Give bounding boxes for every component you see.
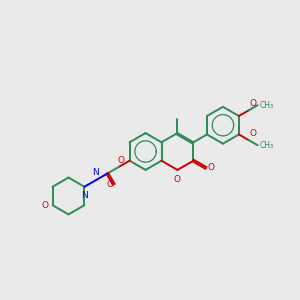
Text: O: O bbox=[208, 163, 215, 172]
Text: CH₃: CH₃ bbox=[259, 141, 273, 150]
Text: O: O bbox=[106, 180, 114, 189]
Text: CH₃: CH₃ bbox=[259, 101, 273, 110]
Text: N: N bbox=[81, 191, 88, 200]
Text: O: O bbox=[250, 129, 257, 138]
Text: O: O bbox=[42, 201, 49, 210]
Text: O: O bbox=[117, 156, 124, 165]
Text: N: N bbox=[92, 168, 99, 177]
Text: O: O bbox=[250, 99, 257, 108]
Text: O: O bbox=[174, 175, 181, 184]
